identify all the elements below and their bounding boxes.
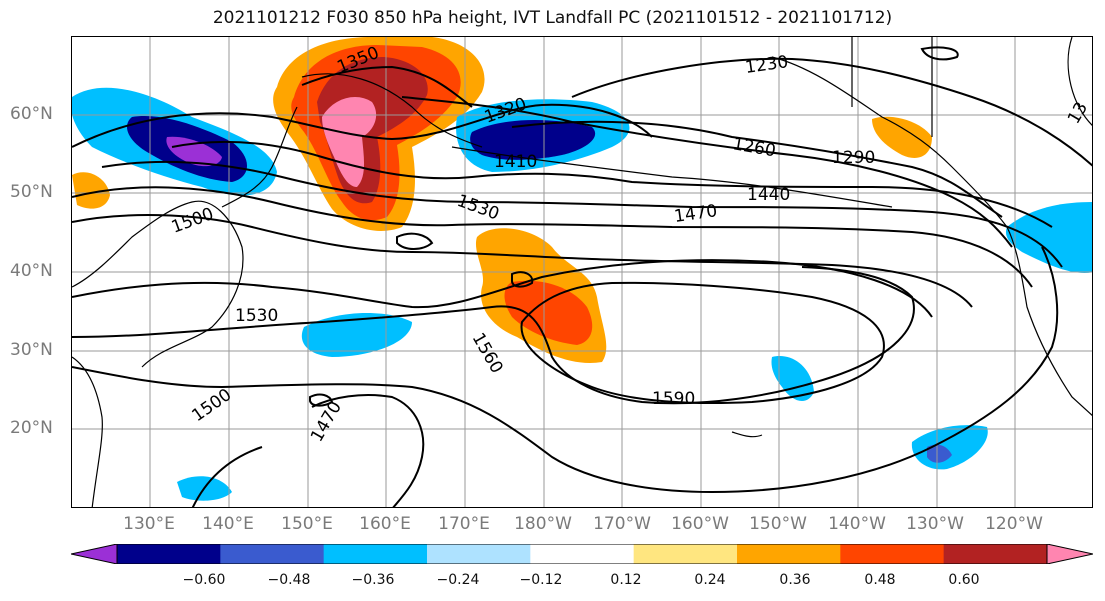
contour-1410	[171, 140, 1053, 228]
contour-1290	[401, 96, 1013, 248]
colorbar-extend-low	[71, 544, 118, 564]
lon-label: 170°E	[438, 514, 490, 534]
contour-1530	[72, 259, 933, 318]
positive-plume-okhotsk-peak	[322, 97, 377, 187]
negative-patch-hawaii	[771, 356, 814, 402]
contour-closed-1	[396, 232, 434, 250]
negative-patch-tropical-e	[911, 425, 988, 470]
contour-1500	[72, 214, 973, 308]
positive-patch-kuril	[72, 172, 110, 209]
lon-label: 160°E	[359, 514, 411, 534]
map-title: 2021101212 F030 850 hPa height, IVT Land…	[212, 8, 893, 28]
colorbar-tick: 0.60	[948, 572, 980, 588]
colorbar-tick: 0.24	[694, 572, 726, 588]
contour-label: 1500	[188, 385, 235, 426]
lat-label: 50°N	[10, 182, 53, 202]
contour-1230	[571, 57, 1092, 167]
contour-label: 1230	[744, 52, 790, 78]
contour-1320	[72, 103, 653, 148]
lat-label: 40°N	[10, 261, 53, 281]
contour-closed-3	[511, 271, 534, 288]
colorbar-cell	[943, 544, 1048, 564]
colorbar-tick: −0.48	[267, 572, 311, 588]
colorbar-cell	[840, 544, 945, 564]
colorbar-tick: 0.12	[610, 572, 642, 588]
contour-label: 1560	[468, 330, 507, 377]
colorbar-tick: −0.24	[436, 572, 480, 588]
colorbar-cell	[737, 544, 841, 564]
contour-label: 1290	[832, 148, 875, 168]
lon-label: 150°W	[749, 514, 807, 534]
contour-1350	[301, 65, 473, 108]
negative-patch-tropical-e-core	[927, 444, 952, 463]
contour-label: 1260	[731, 134, 777, 161]
lon-label: 140°E	[202, 514, 254, 534]
contour-label: 1470	[673, 201, 719, 227]
contour-label: 1500	[169, 204, 216, 238]
colorbar-cell	[323, 544, 428, 564]
ivt-shading	[72, 37, 1092, 501]
lon-label: 160°W	[671, 514, 729, 534]
colorbar-outline	[116, 544, 1048, 564]
lat-label: 20°N	[10, 418, 53, 438]
contour-1440	[101, 160, 1063, 268]
contour-label: 1410	[494, 152, 537, 172]
contour-label: 13	[1064, 99, 1092, 128]
colorbar-cell	[633, 544, 738, 564]
lon-label: 140°W	[828, 514, 886, 534]
lon-label: 130°E	[123, 514, 175, 534]
colorbar-cell	[220, 544, 325, 564]
colorbar-cell	[427, 544, 531, 564]
negative-patch-west-coast	[1005, 202, 1092, 273]
colorbar-cell	[530, 544, 635, 564]
negative-region-japan-sea-peak	[166, 136, 222, 167]
lon-label: 120°W	[985, 514, 1043, 534]
lon-label: 170°W	[593, 514, 651, 534]
map-panel: 1350 1320 1410 1230 1260 1290 1440 1470 …	[71, 36, 1093, 508]
contour-label: 1440	[747, 185, 790, 205]
colorbar	[71, 544, 1093, 564]
negative-region-central-core	[470, 120, 596, 160]
contour-small-1	[191, 446, 263, 507]
contour-label: 1530	[454, 191, 501, 225]
contour-1470	[72, 186, 1033, 288]
contour-1590	[520, 281, 885, 405]
contour-1260	[511, 120, 1003, 218]
negative-patch-subtropical-w	[301, 312, 412, 357]
positive-patch-alaska	[872, 116, 932, 158]
colorbar-tick: −0.12	[519, 572, 563, 588]
lon-label: 150°E	[281, 514, 333, 534]
colorbar-tick: −0.36	[351, 572, 395, 588]
colorbar-cell	[117, 544, 221, 564]
map-canvas: 1350 1320 1410 1230 1260 1290 1440 1470 …	[72, 37, 1092, 507]
colorbar-extend-high	[1046, 544, 1093, 564]
colorbar-tick: −0.60	[182, 572, 226, 588]
lat-label: 60°N	[10, 104, 53, 124]
lat-label: 30°N	[10, 340, 53, 360]
height-contours	[72, 46, 1092, 507]
contour-1500-south	[72, 246, 1059, 494]
contour-1470-south	[311, 394, 425, 507]
contour-label: 1590	[652, 389, 695, 409]
lon-label: 130°W	[906, 514, 964, 534]
lon-label: 180°W	[514, 514, 572, 534]
contour-closed-4	[920, 46, 959, 61]
positive-region-midpacific-core	[504, 280, 593, 345]
colorbar-tick: 0.36	[779, 572, 811, 588]
contour-label: 1530	[235, 306, 278, 326]
colorbar-tick: 0.48	[864, 572, 896, 588]
contour-closed-2	[309, 393, 334, 407]
